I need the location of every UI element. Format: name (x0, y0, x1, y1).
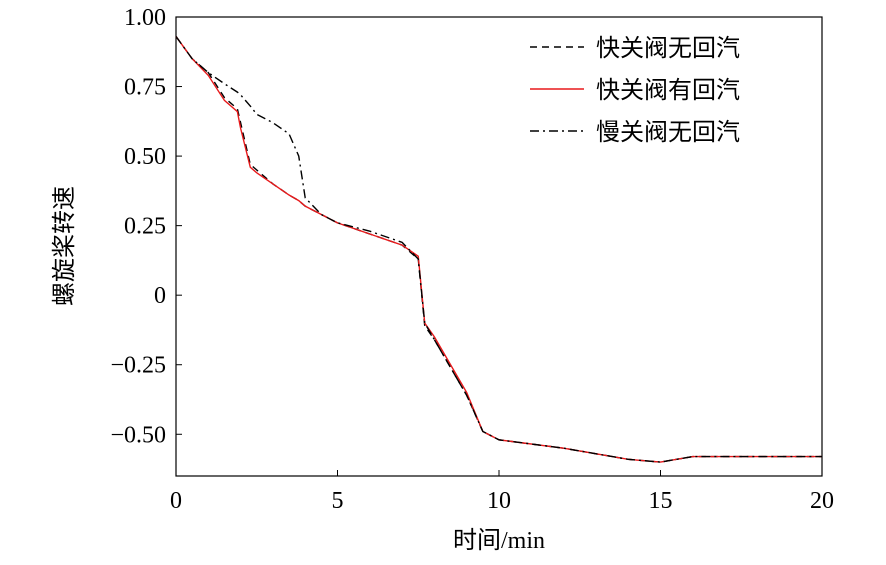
y-tick-label: −0.50 (110, 422, 166, 448)
y-axis-label: 螺旋桨转速 (51, 186, 78, 306)
y-tick-label: 1.00 (124, 5, 166, 31)
legend-label: 慢关阀无回汽 (596, 119, 740, 146)
y-tick-label: 0.75 (124, 75, 166, 101)
x-axis-label: 时间/min (453, 527, 545, 554)
y-tick-label: −0.25 (110, 353, 166, 379)
x-tick-label: 10 (487, 488, 511, 514)
y-tick-label: 0 (154, 283, 166, 309)
y-tick-label: 0.50 (124, 144, 166, 170)
series-line (175, 36, 822, 463)
legend-label: 快关阀有回汽 (596, 77, 740, 104)
x-tick-label: 20 (810, 488, 834, 514)
x-tick-label: 15 (649, 488, 673, 514)
x-tick-label: 5 (332, 488, 344, 514)
legend-label: 快关阀无回汽 (596, 35, 740, 62)
x-tick-label: 0 (170, 488, 182, 514)
y-tick-label: 0.25 (124, 214, 166, 240)
